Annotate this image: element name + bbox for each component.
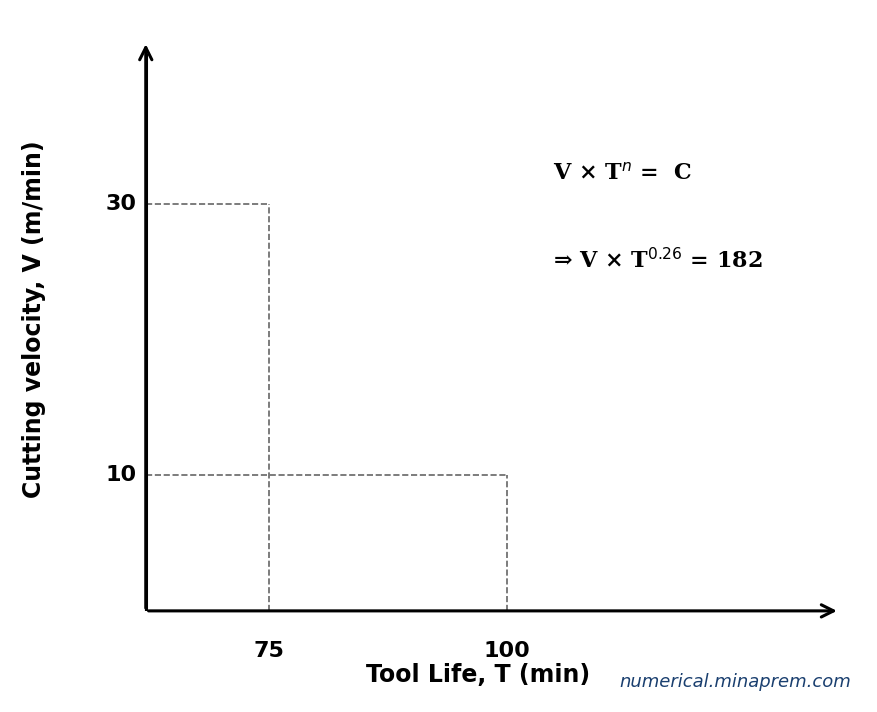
Text: 10: 10 bbox=[105, 465, 136, 486]
Text: V × T$^{n}$ =  C: V × T$^{n}$ = C bbox=[553, 162, 692, 184]
Text: Tool Life, T (min): Tool Life, T (min) bbox=[367, 664, 590, 687]
Text: 75: 75 bbox=[254, 641, 285, 661]
Text: numerical.minaprem.com: numerical.minaprem.com bbox=[619, 673, 851, 691]
Text: ⇒ V × T$^{0.26}$ = 182: ⇒ V × T$^{0.26}$ = 182 bbox=[553, 248, 762, 273]
Text: Cutting velocity, V (m/min): Cutting velocity, V (m/min) bbox=[22, 140, 46, 498]
Text: 30: 30 bbox=[105, 194, 136, 214]
Text: 100: 100 bbox=[483, 641, 531, 661]
